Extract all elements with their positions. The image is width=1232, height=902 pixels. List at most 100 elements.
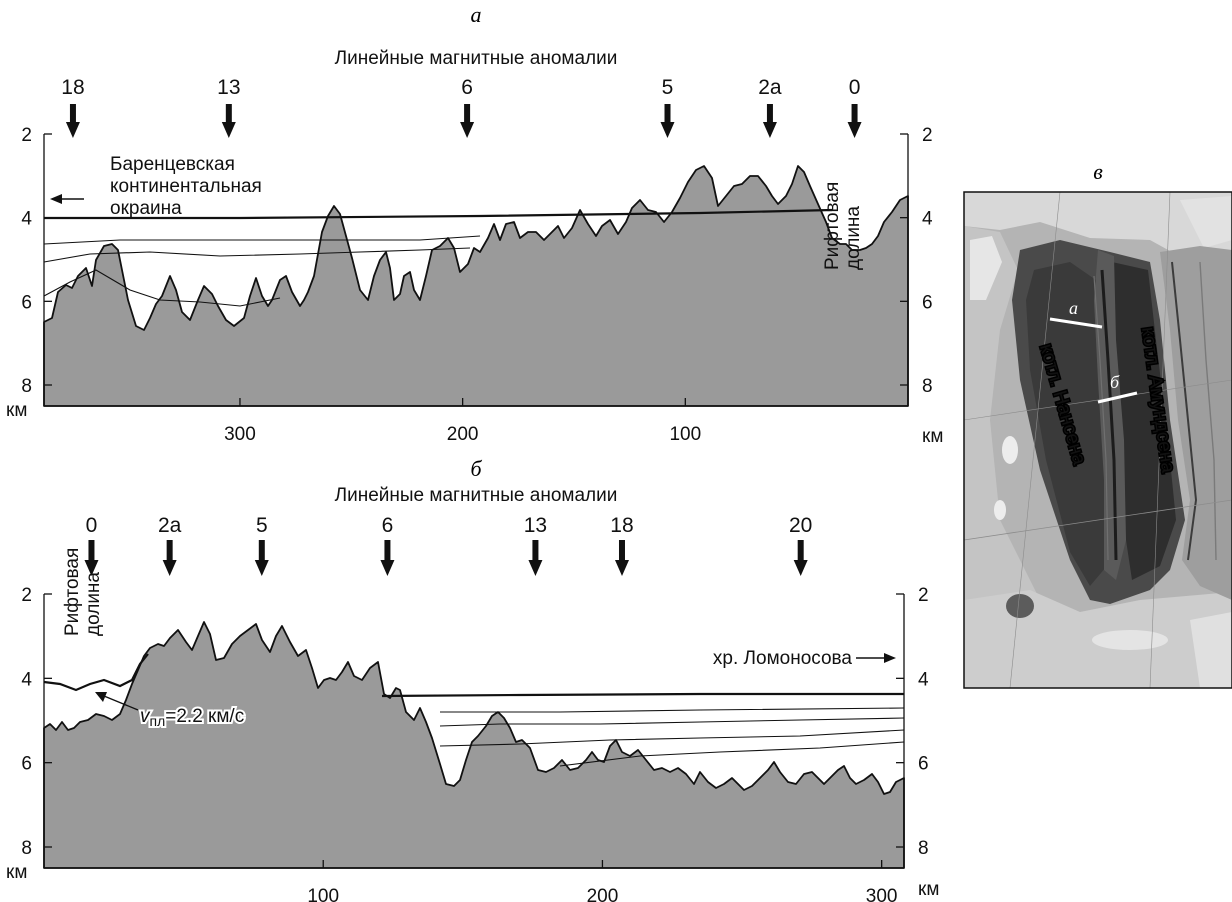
panel-b-sediment-layer-1 (440, 707, 905, 713)
panel-b-title: Линейные магнитные аномалии (335, 485, 618, 506)
panel-v-letter: в (1093, 159, 1103, 184)
y-tick-label-left: 8 (21, 838, 32, 859)
anomaly-label: 18 (610, 514, 633, 537)
panel-b-anomaly-18: 18 (610, 514, 634, 576)
anomaly-arrow-head (460, 122, 475, 138)
y-tick-label-left: 6 (21, 292, 32, 313)
anomaly-arrow-shaft (532, 540, 539, 562)
y-tick-label-right: 2 (922, 125, 933, 146)
y-tick-label-right: 8 (918, 838, 929, 859)
anomaly-arrow-shaft (766, 104, 773, 124)
y-tick-label-left: 4 (21, 669, 32, 690)
anomaly-label: 0 (86, 514, 98, 537)
anomaly-label: 5 (662, 76, 674, 99)
anomaly-label: 5 (256, 514, 268, 537)
panel-b-letter: б (470, 456, 482, 481)
panel-v: в (963, 159, 1232, 689)
barents-margin-label: Баренцевская континентальная окраина (110, 154, 262, 219)
panel-a-anomaly-18: 18 (61, 76, 85, 138)
panel-b-profile (43, 621, 905, 869)
anomaly-label: 0 (849, 76, 861, 99)
map-frame (963, 191, 1232, 689)
panel-a-basement-relief (43, 165, 909, 407)
anomaly-arrow-shaft (166, 540, 173, 562)
x-tick-label: 300 (866, 886, 898, 902)
anomaly-label: 20 (789, 514, 812, 537)
y-tick-label-left: 2 (21, 585, 32, 606)
velocity-label: vпл=2.2 км/с (140, 706, 244, 729)
panel-b: б Линейные магнитные аномалии 2 2 4 4 6 6 8 8 1… (6, 456, 939, 902)
anomaly-arrow-head (84, 560, 99, 576)
anomaly-arrow-head (380, 560, 395, 576)
panel-b-anomaly-5: 5 (254, 514, 269, 576)
panel-b-anomaly-0: 0 (84, 514, 99, 576)
panel-a-anomaly-0: 0 (847, 76, 862, 138)
x-tick-label: 100 (669, 424, 701, 445)
panel-a-rift-valley-label: Рифтоваядолина (822, 182, 864, 270)
panel-a-axes: 2 2 4 4 6 6 8 8 300 200 100 (21, 125, 933, 445)
panel-a-profile (43, 165, 909, 407)
panel-a-anomaly-2а: 2а (758, 76, 782, 138)
anomaly-label: 13 (524, 514, 547, 537)
y-tick-label-right: 8 (922, 376, 933, 397)
anomaly-label: 2а (758, 76, 782, 99)
panel-b-rift-seafloor-line (43, 653, 149, 692)
anomaly-arrow-head (254, 560, 269, 576)
profile-line-a (1049, 317, 1103, 329)
y-tick-label-left: 6 (21, 754, 32, 775)
anomaly-arrow-shaft (225, 104, 232, 124)
panel-a-sediment-layer-3 (43, 269, 281, 307)
anomaly-label: 6 (461, 76, 473, 99)
panel-a-anomaly-6: 6 (460, 76, 475, 138)
y-tick-label-left: 4 (21, 209, 32, 230)
y-tick-label-right: 6 (918, 754, 929, 775)
anomaly-arrow-head (660, 122, 675, 138)
x-tick-label: 300 (224, 424, 256, 445)
panel-a-sediment-layer-2 (43, 247, 471, 263)
anomaly-arrow-shaft (69, 104, 76, 124)
panel-a-y-unit: км (6, 400, 27, 421)
panel-b-anomaly-20: 20 (789, 514, 812, 576)
panel-b-rift-valley-label: Рифтоваядолина (62, 548, 104, 636)
anomaly-label: 2а (158, 514, 182, 537)
y-tick-label-left: 8 (21, 376, 32, 397)
y-tick-label-right: 4 (922, 209, 933, 230)
y-tick-label-right: 6 (922, 292, 933, 313)
panel-a-letter: а (471, 2, 482, 27)
panel-a-seafloor-line (44, 208, 833, 220)
x-tick-label: 200 (587, 886, 619, 902)
y-tick-label-right: 2 (918, 585, 929, 606)
anomaly-label: 13 (217, 76, 240, 99)
panel-b-anomaly-2а: 2а (158, 514, 182, 576)
profile-line-b (1097, 391, 1138, 404)
anomaly-arrow-head (528, 560, 543, 576)
anomaly-arrow-shaft (797, 540, 804, 562)
panel-a-sediment-layer-1 (43, 235, 481, 245)
panel-b-sediment-layer-4 (559, 741, 905, 767)
panel-b-x-unit: км (918, 879, 939, 900)
anomaly-arrow-shaft (464, 104, 471, 124)
x-tick-label: 200 (447, 424, 479, 445)
anomaly-label: 6 (382, 514, 394, 537)
anomaly-arrow-shaft (851, 104, 858, 124)
panel-b-sediment-layer-2 (439, 717, 905, 727)
profile-line-b-label: б (1110, 372, 1120, 392)
panel-b-sediment-layer-3 (439, 729, 905, 747)
x-tick-label: 100 (307, 886, 339, 902)
panel-b-anomaly-13: 13 (524, 514, 547, 576)
anomaly-arrow-head (221, 122, 236, 138)
anomaly-arrow-shaft (258, 540, 265, 562)
y-tick-label-right: 4 (918, 669, 929, 690)
lomonosov-ridge-label: хр. Ломоносова (713, 648, 853, 669)
anomaly-arrow-shaft (384, 540, 391, 562)
bathymetry-map: а б котл. Нансена котл. Амундсена (964, 192, 1232, 688)
anomaly-arrow-shaft (664, 104, 671, 124)
panel-a-title: Линейные магнитные аномалии (335, 48, 618, 69)
anomaly-arrow-head (614, 560, 629, 576)
anomaly-arrow-shaft (618, 540, 625, 562)
anomaly-arrow-head (65, 122, 80, 138)
anomaly-arrow-head (847, 122, 862, 138)
anomaly-arrow-head (793, 560, 808, 576)
panel-b-seafloor-line (381, 692, 904, 698)
barents-annotation: Баренцевская континентальная окраина (50, 154, 262, 219)
